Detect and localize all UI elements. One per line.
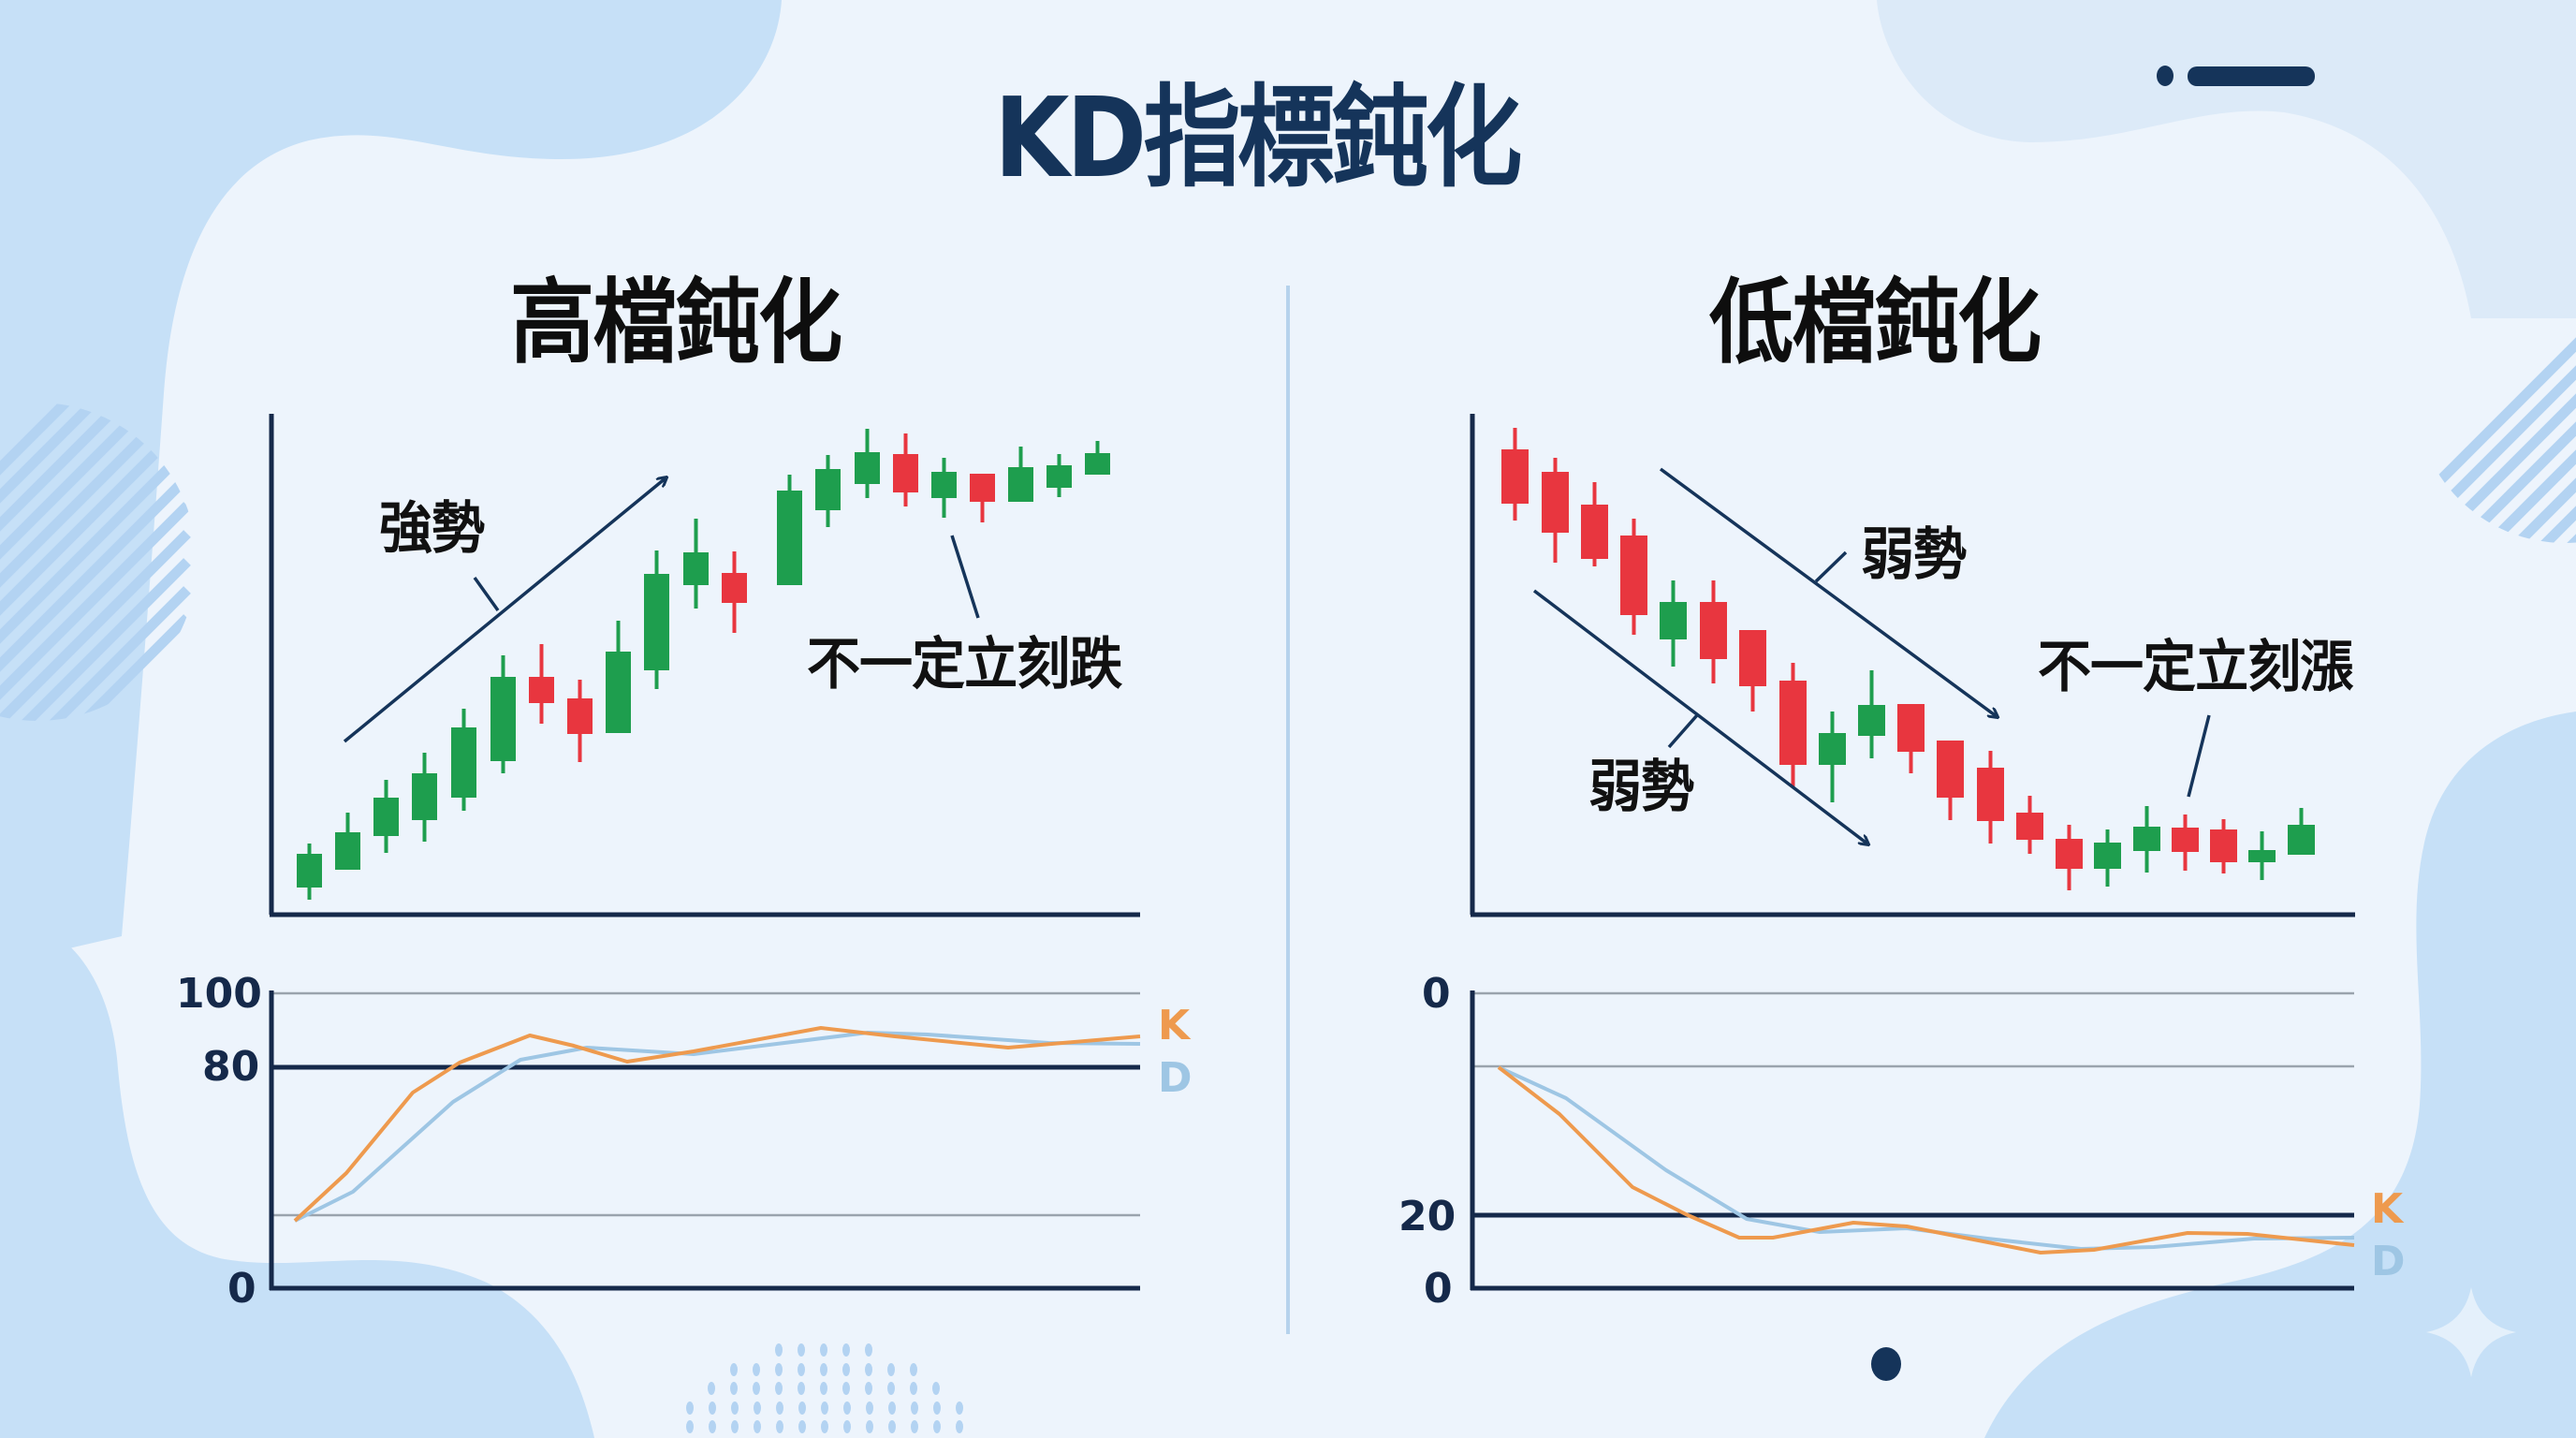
right-note: 不一定立刻漲 bbox=[2038, 635, 2353, 700]
left-k-legend: K bbox=[1158, 1002, 1191, 1049]
k-line bbox=[1497, 1065, 2355, 1255]
left-candle-chart bbox=[269, 414, 1140, 917]
candle-body bbox=[1897, 704, 1925, 752]
left-kd-label-80: 80 bbox=[202, 1043, 260, 1091]
decor-dot-grid bbox=[686, 1343, 963, 1433]
candle-body bbox=[1581, 505, 1608, 559]
candle-body bbox=[855, 452, 880, 484]
note-pointer-right bbox=[2187, 714, 2211, 798]
right-panel-heading: 低檔鈍化 bbox=[1709, 270, 2042, 376]
right-kd-label-0: 0 bbox=[1424, 1265, 1453, 1313]
candle-body bbox=[2248, 850, 2276, 862]
candle-body bbox=[1046, 465, 1072, 488]
candle-body bbox=[606, 652, 631, 733]
left-candles bbox=[297, 429, 1110, 900]
candle-body bbox=[970, 474, 995, 502]
right-d-legend: D bbox=[2371, 1238, 2406, 1285]
candle-body bbox=[1937, 741, 1964, 798]
decor-bar-top bbox=[2188, 66, 2315, 86]
candle-body bbox=[1739, 630, 1766, 686]
right-k-legend: K bbox=[2371, 1185, 2404, 1233]
right-kd-chart bbox=[1470, 990, 2355, 1291]
candle-body bbox=[451, 727, 476, 798]
candle-body bbox=[1085, 453, 1110, 475]
trend-arrow-down-lower bbox=[1532, 589, 1868, 844]
blob-bottom-left bbox=[0, 911, 594, 1438]
blob-bottom-right bbox=[1984, 712, 2576, 1438]
right-candles bbox=[1501, 428, 2315, 890]
candle-body bbox=[644, 574, 669, 670]
candle-body bbox=[1779, 681, 1807, 765]
left-note: 不一定立刻跌 bbox=[807, 632, 1122, 697]
d-line bbox=[1498, 1065, 2355, 1251]
candle-body bbox=[815, 469, 841, 510]
candle-body bbox=[893, 454, 918, 492]
candle-body bbox=[1700, 602, 1727, 659]
candle-body bbox=[2056, 839, 2083, 869]
candle-body bbox=[722, 573, 747, 603]
decor-dot-bottom bbox=[1871, 1347, 1901, 1381]
candle-body bbox=[2016, 813, 2043, 840]
candle-body bbox=[931, 472, 957, 498]
left-kd-label-100: 100 bbox=[176, 970, 262, 1018]
candle-body bbox=[567, 698, 593, 734]
left-d-legend: D bbox=[1158, 1054, 1193, 1102]
candle-body bbox=[2210, 829, 2237, 862]
candle-body bbox=[1620, 536, 1647, 615]
right-kd-label-20: 20 bbox=[1398, 1193, 1456, 1240]
candle-body bbox=[490, 677, 516, 761]
trend-arrow-down-upper bbox=[1659, 467, 1998, 717]
blob-top-right bbox=[1877, 0, 2576, 318]
candle-body bbox=[2133, 827, 2160, 851]
candle-body bbox=[683, 552, 709, 585]
left-kd-label-0: 0 bbox=[227, 1265, 256, 1313]
candle-body bbox=[1501, 449, 1529, 504]
left-kd-chart bbox=[269, 990, 1141, 1291]
candle-body bbox=[1008, 467, 1033, 502]
trend-label-pointer-upper bbox=[1814, 550, 1848, 583]
candle-body bbox=[777, 491, 802, 585]
right-candle-chart bbox=[1470, 414, 2355, 917]
candle-body bbox=[297, 854, 322, 888]
trend-label-pointer bbox=[473, 576, 500, 612]
candle-body bbox=[529, 677, 554, 703]
trend-label-pointer-lower bbox=[1667, 713, 1699, 749]
left-trend-label: 強勢 bbox=[379, 496, 485, 562]
trend-arrow-up bbox=[343, 477, 666, 743]
left-panel-heading: 高檔鈍化 bbox=[510, 270, 842, 376]
candle-body bbox=[1819, 733, 1846, 765]
candle-body bbox=[2288, 825, 2315, 855]
page-title: KD指標鈍化 bbox=[994, 73, 1522, 202]
candle-body bbox=[1977, 768, 2004, 821]
k-line bbox=[293, 1026, 1141, 1223]
blob-top-left bbox=[0, 0, 782, 964]
candle-body bbox=[1542, 472, 1569, 533]
candle-body bbox=[2172, 828, 2199, 852]
sparkle-icon bbox=[2426, 1287, 2516, 1377]
candle-body bbox=[335, 832, 360, 870]
decor-dot-top bbox=[2157, 66, 2174, 86]
candle-body bbox=[2094, 843, 2121, 869]
candle-body bbox=[373, 798, 399, 836]
candle-body bbox=[1660, 602, 1687, 639]
note-pointer-left bbox=[950, 535, 980, 619]
right-trend-label-upper: 弱勢 bbox=[1861, 522, 1967, 588]
right-kd-label-top: 0 bbox=[1422, 970, 1451, 1018]
candle-body bbox=[412, 773, 437, 820]
d-line bbox=[294, 1031, 1141, 1223]
candle-body bbox=[1858, 705, 1885, 736]
right-trend-label-lower: 弱勢 bbox=[1588, 755, 1694, 820]
